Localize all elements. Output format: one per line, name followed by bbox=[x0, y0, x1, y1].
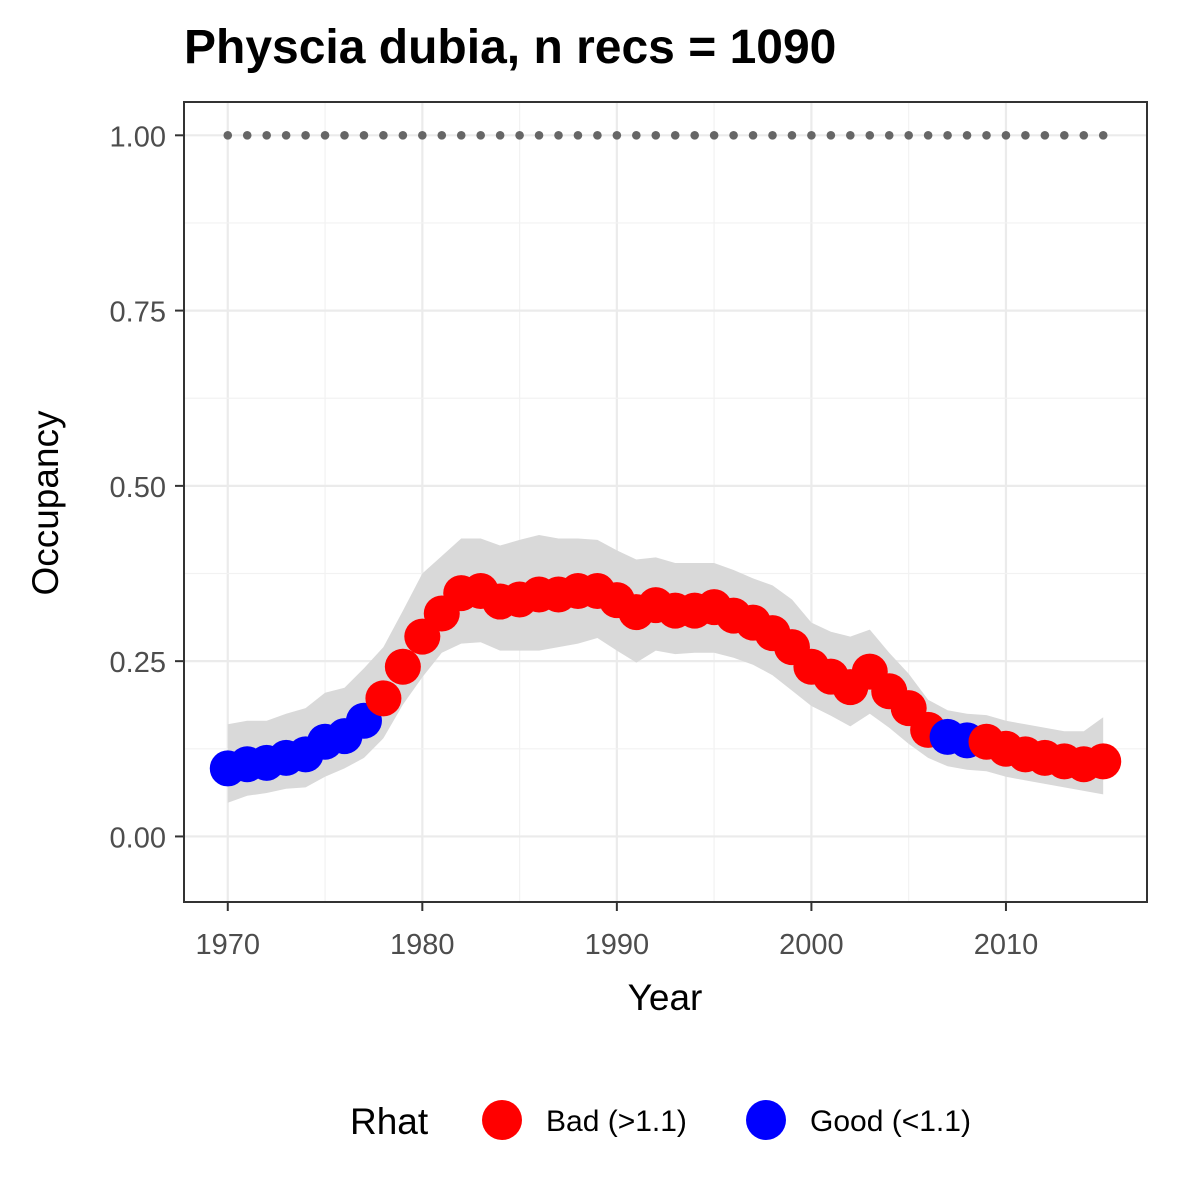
reference-dot bbox=[962, 131, 972, 140]
legend-key-good bbox=[746, 1100, 786, 1140]
reference-dot bbox=[1021, 131, 1030, 140]
data-point bbox=[1085, 743, 1122, 780]
reference-dot bbox=[573, 131, 583, 140]
reference-dot bbox=[301, 131, 310, 140]
reference-dot bbox=[320, 131, 330, 140]
reference-dot bbox=[223, 131, 233, 140]
reference-dot bbox=[262, 131, 271, 140]
reference-dot bbox=[456, 131, 466, 140]
legend-label-good: Good (<1.1) bbox=[810, 1105, 971, 1138]
reference-dot bbox=[748, 131, 758, 140]
reference-dot bbox=[281, 131, 291, 140]
y-tick-label: 0.50 bbox=[110, 472, 166, 504]
y-axis-title: Occupancy bbox=[25, 410, 66, 596]
reference-dot bbox=[729, 131, 738, 140]
reference-dot bbox=[534, 131, 544, 140]
reference-dot bbox=[1060, 131, 1069, 140]
y-tick-label: 0.25 bbox=[110, 647, 166, 679]
reference-dot bbox=[709, 131, 719, 140]
reference-dot bbox=[943, 131, 952, 140]
reference-dot bbox=[1001, 131, 1011, 140]
plot-panel-border bbox=[183, 101, 1148, 903]
reference-dot bbox=[612, 131, 622, 140]
reference-dot bbox=[768, 131, 777, 140]
data-point bbox=[384, 648, 421, 685]
legend-label-bad: Bad (>1.1) bbox=[546, 1105, 687, 1138]
reference-dot bbox=[515, 131, 524, 140]
reference-dot bbox=[826, 131, 836, 140]
x-tick-label: 1980 bbox=[390, 929, 455, 961]
reference-dot bbox=[651, 131, 661, 140]
x-tick-label: 2010 bbox=[974, 929, 1039, 961]
reference-dot bbox=[242, 131, 252, 140]
reference-dot bbox=[807, 131, 816, 140]
reference-dot bbox=[923, 131, 933, 140]
reference-dot bbox=[398, 131, 408, 140]
legend-key-bad bbox=[482, 1100, 522, 1140]
data-points bbox=[209, 573, 1122, 787]
reference-dot bbox=[632, 131, 641, 140]
reference-dot bbox=[554, 131, 563, 140]
data-point bbox=[365, 680, 402, 717]
reference-dot bbox=[982, 131, 991, 140]
x-tick-label: 1970 bbox=[196, 929, 261, 961]
x-tick-label: 1990 bbox=[585, 929, 650, 961]
reference-dot bbox=[593, 131, 602, 140]
reference-dot bbox=[437, 131, 447, 140]
reference-dot bbox=[340, 131, 349, 140]
reference-line bbox=[223, 131, 1108, 140]
reference-dot bbox=[476, 131, 485, 140]
reference-dot bbox=[787, 131, 797, 140]
chart-title: Physcia dubia, n recs = 1090 bbox=[184, 21, 836, 74]
y-tick-label: 0.75 bbox=[110, 297, 166, 329]
legend: Rhat Bad (>1.1) Good (<1.1) bbox=[350, 1100, 971, 1142]
axes: 1970 1980 1990 2000 2010 0.00 0.25 0.50 0.75 1.00 bbox=[110, 121, 1039, 961]
reference-dot bbox=[1079, 131, 1089, 140]
y-tick-label: 0.00 bbox=[110, 822, 166, 854]
reference-dot bbox=[1040, 131, 1050, 140]
reference-dot bbox=[418, 131, 427, 140]
reference-dot bbox=[846, 131, 855, 140]
reference-dot bbox=[865, 131, 875, 140]
reference-dot bbox=[904, 131, 913, 140]
reference-dot bbox=[359, 131, 369, 140]
reference-dot bbox=[379, 131, 388, 140]
legend-title: Rhat bbox=[350, 1101, 429, 1142]
reference-dot bbox=[1098, 131, 1108, 140]
reference-dot bbox=[884, 131, 894, 140]
x-axis-title: Year bbox=[628, 977, 703, 1018]
x-tick-label: 2000 bbox=[779, 929, 844, 961]
y-tick-label: 1.00 bbox=[110, 121, 166, 153]
reference-dot bbox=[690, 131, 699, 140]
reference-dot bbox=[670, 131, 680, 140]
reference-dot bbox=[495, 131, 505, 140]
